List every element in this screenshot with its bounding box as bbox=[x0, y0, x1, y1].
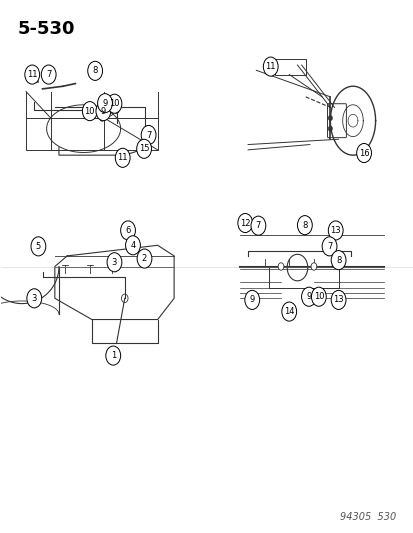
Text: 16: 16 bbox=[358, 149, 368, 158]
Circle shape bbox=[31, 237, 46, 256]
Text: 9: 9 bbox=[306, 292, 311, 301]
Text: 3: 3 bbox=[112, 258, 117, 266]
Text: 13: 13 bbox=[332, 295, 343, 304]
Circle shape bbox=[311, 287, 325, 306]
Text: 9: 9 bbox=[102, 99, 107, 108]
Text: 7: 7 bbox=[46, 70, 51, 79]
Text: 11: 11 bbox=[265, 62, 275, 71]
Circle shape bbox=[250, 216, 265, 235]
Circle shape bbox=[88, 61, 102, 80]
Circle shape bbox=[328, 221, 342, 240]
Text: 7: 7 bbox=[255, 221, 261, 230]
Text: 10: 10 bbox=[84, 107, 95, 116]
Text: 5-530: 5-530 bbox=[18, 20, 75, 38]
Text: 10: 10 bbox=[109, 99, 119, 108]
Circle shape bbox=[263, 57, 278, 76]
Circle shape bbox=[137, 249, 152, 268]
Circle shape bbox=[237, 214, 252, 232]
Text: 12: 12 bbox=[240, 219, 250, 228]
Text: 7: 7 bbox=[145, 131, 151, 140]
Circle shape bbox=[356, 143, 370, 163]
Circle shape bbox=[25, 65, 40, 84]
Circle shape bbox=[120, 221, 135, 240]
Circle shape bbox=[330, 251, 345, 270]
Circle shape bbox=[107, 253, 121, 272]
Text: 1: 1 bbox=[110, 351, 116, 360]
Text: 13: 13 bbox=[330, 226, 340, 235]
Circle shape bbox=[278, 263, 283, 270]
Circle shape bbox=[321, 237, 336, 256]
Text: 14: 14 bbox=[283, 307, 294, 316]
Circle shape bbox=[27, 289, 42, 308]
Circle shape bbox=[106, 346, 120, 365]
Text: 10: 10 bbox=[313, 292, 323, 301]
Circle shape bbox=[41, 65, 56, 84]
Circle shape bbox=[136, 139, 151, 158]
Circle shape bbox=[310, 263, 316, 270]
Text: 3: 3 bbox=[31, 294, 37, 303]
Circle shape bbox=[82, 102, 97, 120]
Text: 5: 5 bbox=[36, 242, 41, 251]
Circle shape bbox=[297, 216, 311, 235]
Circle shape bbox=[281, 302, 296, 321]
Circle shape bbox=[141, 125, 156, 144]
Text: 8: 8 bbox=[92, 66, 97, 75]
Text: 2: 2 bbox=[142, 254, 147, 263]
Text: 11: 11 bbox=[117, 154, 128, 163]
Text: 8: 8 bbox=[301, 221, 307, 230]
Circle shape bbox=[97, 94, 112, 113]
Text: 11: 11 bbox=[27, 70, 38, 79]
Text: 6: 6 bbox=[125, 226, 131, 235]
Circle shape bbox=[301, 287, 316, 306]
Text: 9: 9 bbox=[249, 295, 254, 304]
Circle shape bbox=[328, 126, 332, 131]
Circle shape bbox=[107, 94, 121, 114]
Circle shape bbox=[244, 290, 259, 310]
Circle shape bbox=[330, 290, 345, 310]
Text: 94305  530: 94305 530 bbox=[339, 512, 395, 522]
Circle shape bbox=[96, 102, 111, 120]
Text: 8: 8 bbox=[335, 256, 340, 265]
Circle shape bbox=[125, 236, 140, 255]
Text: 4: 4 bbox=[130, 241, 135, 250]
Text: 7: 7 bbox=[326, 242, 331, 251]
Text: 15: 15 bbox=[138, 144, 149, 154]
Circle shape bbox=[328, 115, 332, 120]
Circle shape bbox=[115, 148, 130, 167]
Text: 9: 9 bbox=[100, 107, 106, 116]
